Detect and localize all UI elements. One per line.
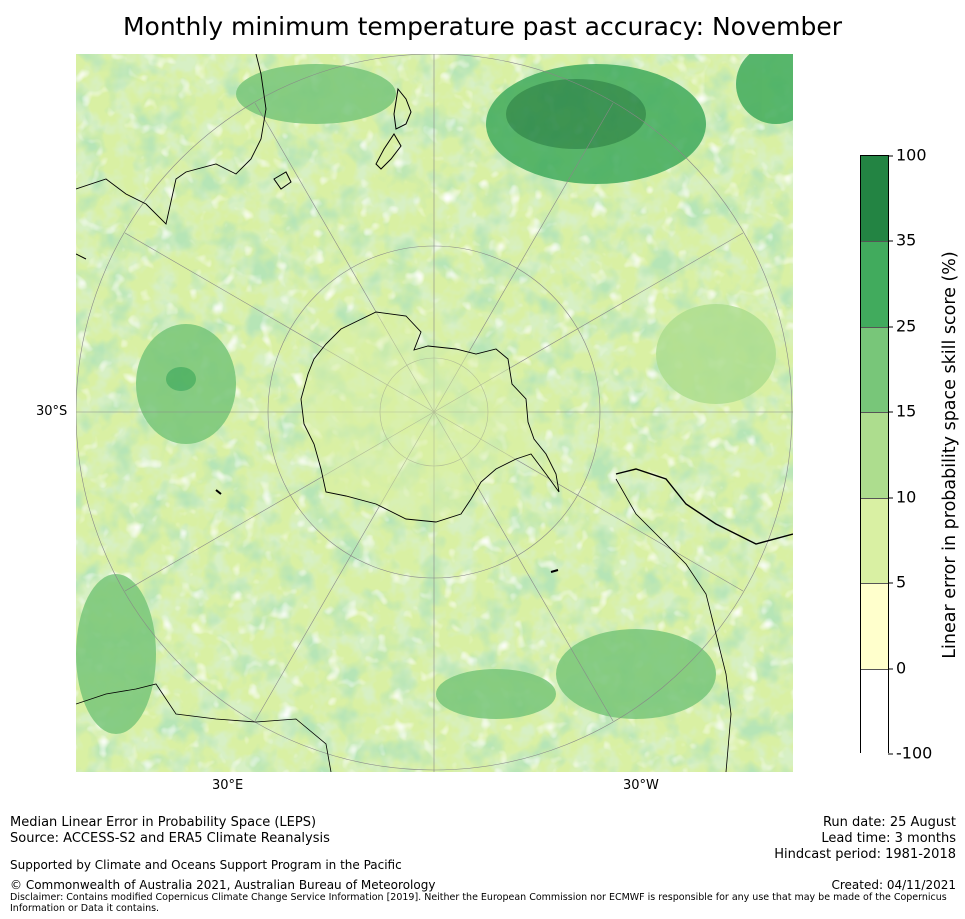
lead-time: Lead time: 3 months <box>821 831 956 846</box>
colorbar-label: Linear error in probability space skill … <box>940 251 960 659</box>
southwest-coast <box>76 253 87 260</box>
run-date: Run date: 25 August <box>822 815 956 830</box>
colorbar-bin <box>861 497 888 585</box>
footer-copyright: © Commonwealth of Australia 2021, Austra… <box>10 878 436 892</box>
footer-source: Source: ACCESS-S2 and ERA5 Climate Reana… <box>10 831 330 846</box>
footer-leps: Median Linear Error in Probability Space… <box>10 815 317 830</box>
footer-disclaimer: Disclaimer: Contains modified Copernicus… <box>10 892 947 914</box>
chart-title: Monthly minimum temperature past accurac… <box>122 12 843 41</box>
south-america-coast <box>615 478 732 772</box>
kerguelen <box>215 489 222 495</box>
tasmania <box>273 171 292 190</box>
footer-left: Median Linear Error in Probability Space… <box>10 815 330 847</box>
colorbar-bin <box>861 412 888 499</box>
falklands <box>550 569 559 573</box>
colorbar-tick-label: 35 <box>888 231 916 250</box>
colorbar <box>860 155 889 755</box>
lon-label-30w: 30°W <box>623 778 659 793</box>
colorbar-bin <box>861 583 888 670</box>
disclaimer-line1: Disclaimer: Contains modified Copernicus… <box>10 892 947 903</box>
colorbar-tick-label: 25 <box>888 316 916 335</box>
colorbar-bin <box>861 241 888 328</box>
colorbar-tick-label: 15 <box>888 402 916 421</box>
antarctica-coast <box>300 311 560 523</box>
polar-map <box>76 54 793 772</box>
footer-support: Supported by Climate and Oceans Support … <box>10 858 402 872</box>
colorbar-tick-label: 5 <box>888 573 906 592</box>
footer-right: Run date: 25 August Lead time: 3 months … <box>774 815 956 863</box>
hindcast-period: Hindcast period: 1981-2018 <box>774 847 956 862</box>
colorbar-tick-label: 0 <box>888 658 906 677</box>
lat-label-30s: 30°S <box>36 404 68 419</box>
colorbar-bin <box>861 668 888 755</box>
disclaimer-line2: Information or Data it contains. <box>10 903 160 914</box>
created-date: Created: 04/11/2021 <box>831 878 956 892</box>
colorbar-tick-label: 10 <box>888 487 916 506</box>
australia-coast <box>76 54 267 225</box>
nz-north <box>393 87 412 130</box>
colorbar-bin <box>861 156 888 242</box>
africa-coast <box>76 683 332 772</box>
south-america-tip <box>615 468 793 545</box>
map-svg <box>76 54 793 772</box>
high-skill-regions <box>76 54 793 734</box>
colorbar-tick-label: -100 <box>888 744 932 763</box>
colorbar-tick-label: 100 <box>888 146 927 165</box>
nz-south <box>375 133 402 170</box>
lon-label-30e: 30°E <box>212 778 244 793</box>
colorbar-bin <box>861 326 888 414</box>
